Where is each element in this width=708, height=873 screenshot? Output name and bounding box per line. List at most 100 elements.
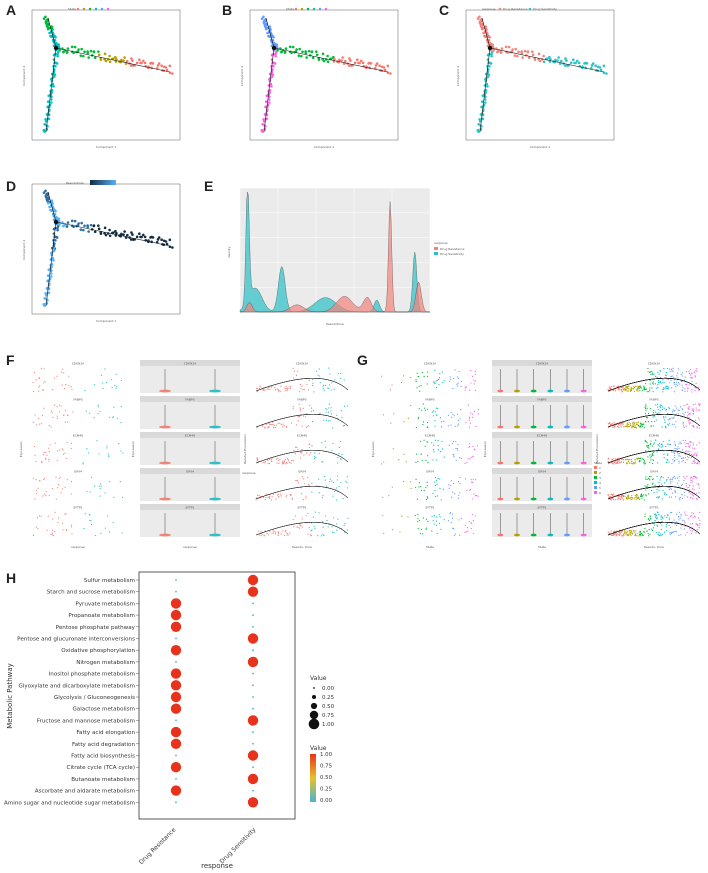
pseudotime-point (613, 493, 615, 495)
pseudotime-point (607, 495, 609, 497)
pseudotime-point (330, 410, 332, 412)
pseudotime-point (684, 442, 686, 444)
trajectory-point (122, 233, 125, 236)
facet-gene-label: ECM46 (425, 434, 435, 438)
trajectory-point (479, 113, 483, 116)
facet-point (473, 379, 475, 381)
pseudotime-point (300, 525, 302, 527)
pseudotime-point (278, 493, 280, 495)
pseudotime-point (286, 534, 288, 536)
facet-point (43, 382, 45, 384)
violin-shape (547, 497, 554, 501)
pseudotime-point (335, 499, 338, 501)
pseudotime-point (673, 452, 676, 454)
pseudotime-point (630, 496, 632, 498)
pseudotime-point (670, 451, 673, 453)
pseudotime-point (686, 455, 689, 458)
trajectory-point (92, 50, 96, 54)
facet-point (48, 425, 50, 427)
pseudotime-point (691, 380, 693, 383)
pseudotime-point (331, 427, 334, 429)
facet-point (477, 413, 479, 415)
pseudotime-point (323, 419, 325, 421)
facet-point (435, 516, 438, 518)
facet-point (43, 479, 45, 481)
pseudotime-point (684, 525, 686, 527)
pseudotime-point (667, 476, 669, 479)
trajectory-point (504, 45, 508, 49)
pseudotime-point (616, 386, 618, 388)
pseudotime-point (668, 406, 670, 408)
trajectory-point (272, 64, 275, 68)
facet-point (58, 404, 61, 406)
facet-point (401, 515, 403, 517)
pseudotime-point (686, 476, 688, 478)
facet-point (68, 375, 70, 377)
facet-point (110, 379, 113, 381)
pseudotime-point (619, 531, 621, 533)
pseudotime-point (622, 459, 625, 461)
pseudotime-point (678, 476, 680, 478)
pseudotime-point (325, 485, 327, 487)
pseudotime-point (692, 517, 694, 519)
facet-bg (492, 438, 592, 465)
pathway-label: Oxidative phosphorylation (61, 648, 135, 654)
pseudotime-point (613, 530, 616, 532)
facet-point (112, 522, 114, 524)
pseudotime-point (659, 407, 662, 409)
trajectory-point (83, 50, 86, 54)
pseudotime-point (657, 408, 659, 411)
pseudotime-point (684, 439, 687, 442)
pseudotime-point (311, 491, 313, 493)
pseudotime-point (681, 494, 683, 496)
facet-point (63, 387, 66, 390)
pseudotime-point (667, 419, 669, 421)
pseudotime-point (661, 516, 664, 518)
pseudotime-point (270, 386, 272, 388)
facet-point (391, 529, 394, 531)
pseudotime-point (635, 427, 637, 429)
trajectory-point (164, 66, 168, 69)
pseudotime-point (693, 475, 695, 477)
facet-point (122, 452, 124, 454)
pseudotime-point (333, 517, 335, 519)
facet-point (449, 511, 452, 514)
pseudotime-point (692, 454, 694, 457)
trajectory-frame (31, 9, 181, 141)
trajectory-point (538, 59, 542, 63)
pseudotime-point (691, 479, 693, 481)
pseudotime-point (269, 388, 271, 390)
pseudotime-point (655, 515, 657, 517)
pseudotime-point (682, 421, 684, 424)
pseudotime-point (696, 492, 698, 494)
pseudotime-point (659, 370, 661, 372)
facet-point (421, 371, 423, 374)
pseudotime-point (314, 458, 316, 460)
pseudotime-point (691, 530, 694, 532)
trajectory-point (340, 59, 343, 62)
dot-plot-frame (138, 571, 296, 820)
pseudotime-point (673, 519, 675, 521)
pseudotime-point (662, 379, 664, 381)
trajectory-point (554, 58, 557, 62)
trajectory-backbone (489, 47, 605, 73)
facet-point (432, 415, 435, 417)
pseudotime-point (641, 387, 643, 389)
pseudotime-point (635, 389, 637, 391)
pseudotime-point (657, 384, 659, 386)
size-legend-label: 0.50 (322, 704, 335, 710)
trajectory-point (347, 64, 351, 67)
facet-gene-label: ECM46 (73, 434, 83, 438)
trajectory-point (359, 59, 363, 63)
pseudotime-point (649, 387, 651, 389)
pseudotime-point (277, 533, 280, 535)
panel-label-c: C (439, 2, 450, 18)
pseudotime-point (278, 391, 280, 393)
pseudotime-point (672, 417, 674, 419)
violin-shape (547, 425, 554, 429)
facet-point (84, 389, 86, 392)
pathway-dot (252, 614, 254, 616)
trajectory-branch-node (53, 45, 59, 51)
trajectory-point (531, 50, 534, 53)
trajectory-point (57, 43, 61, 46)
